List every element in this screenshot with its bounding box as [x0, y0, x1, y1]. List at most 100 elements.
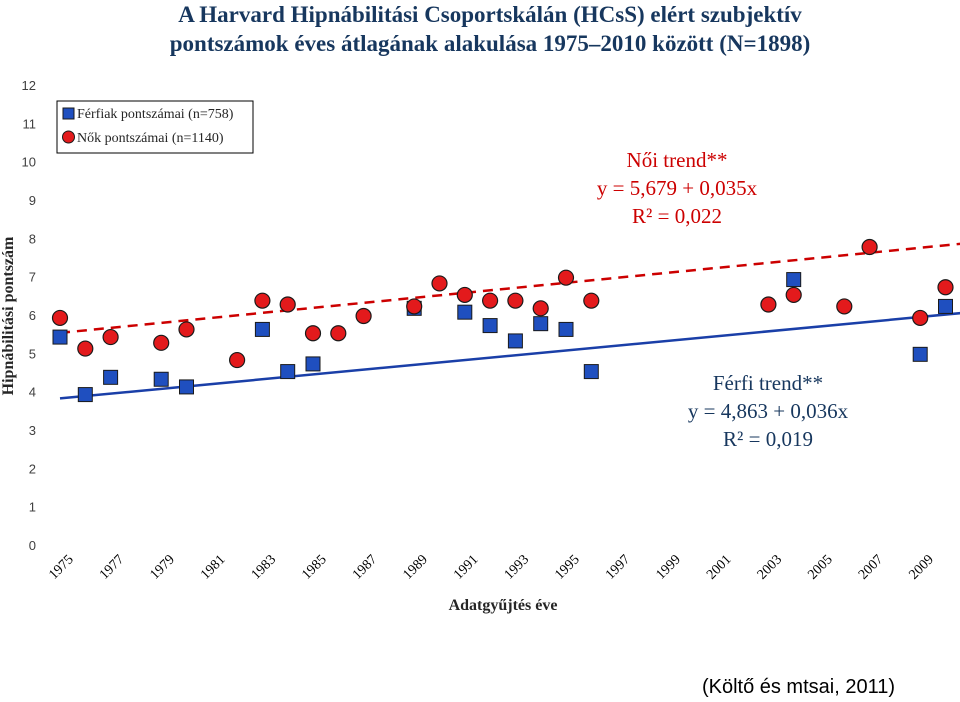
- x-tick-label: 1991: [451, 552, 481, 582]
- male-data-point: [507, 333, 523, 349]
- male-data-point: [938, 298, 953, 314]
- female-data-point: [77, 340, 94, 357]
- female-data-point: [937, 279, 954, 296]
- y-tick-label: 9: [29, 193, 36, 208]
- male-data-point: [457, 304, 473, 320]
- female-trend-equation: y = 5,679 + 0,035x: [597, 176, 758, 200]
- y-tick-label: 2: [29, 461, 36, 476]
- male-trend-annotation-box: [670, 369, 870, 453]
- legend-label-men: Férfiak pontszámai (n=758): [77, 107, 234, 122]
- female-data-point: [51, 309, 69, 327]
- x-tick-label: 1975: [46, 552, 76, 582]
- x-tick-label: 1977: [97, 552, 127, 582]
- female-data-point: [355, 307, 372, 325]
- female-data-point: [836, 298, 853, 315]
- male-data-point: [103, 369, 119, 385]
- x-tick-label: 1993: [502, 552, 532, 582]
- y-axis-label: Hipnábilitási pontszám: [0, 236, 17, 395]
- female-data-point: [482, 292, 499, 309]
- male-data-point: [77, 387, 93, 403]
- x-axis-label: Adatgyűjtés éve: [449, 597, 558, 614]
- female-data-point: [178, 321, 195, 338]
- female-data-point: [760, 296, 777, 313]
- female-data-point: [304, 325, 322, 342]
- y-tick-label: 7: [29, 270, 36, 285]
- y-tick-label: 0: [29, 538, 36, 553]
- x-tick-label: 2003: [755, 552, 785, 582]
- y-tick-label: 3: [29, 423, 36, 438]
- male-data-point: [533, 316, 549, 332]
- y-tick-label: 10: [22, 155, 36, 170]
- male-data-point: [153, 371, 169, 387]
- y-tick-label: 8: [29, 231, 36, 246]
- female-trendline: [59, 242, 960, 335]
- x-tick-label: 1997: [603, 552, 633, 582]
- male-trend-annotation: Férfi trend** y = 4,863 + 0,036x R² = 0,…: [670, 369, 870, 453]
- x-tick-label: 1983: [249, 552, 279, 582]
- male-trend-r2: R² = 0,019: [723, 427, 813, 451]
- female-data-point: [406, 298, 423, 315]
- female-data-point: [507, 292, 524, 309]
- female-data-point: [431, 275, 448, 292]
- x-tick-label: 1987: [350, 552, 380, 582]
- y-tick-label: 12: [22, 78, 36, 93]
- trendlines: [59, 242, 960, 400]
- legend-circle-marker-icon: [62, 130, 75, 144]
- female-data-point: [456, 286, 473, 304]
- male-data-point: [52, 329, 68, 345]
- female-trend-title: Női trend**: [627, 148, 728, 172]
- female-data-point: [102, 328, 119, 346]
- female-trend-annotation-box: [578, 146, 778, 230]
- x-tick-label: 1979: [148, 552, 178, 582]
- female-data-point: [229, 351, 246, 369]
- female-trend-annotation: Női trend** y = 5,679 + 0,035x R² = 0,02…: [578, 146, 778, 230]
- male-data-point: [305, 356, 321, 372]
- female-data-point: [912, 309, 929, 327]
- y-tick-label: 11: [23, 116, 37, 131]
- female-data-point: [785, 286, 802, 304]
- x-axis-ticks: 1975 1977 1979 1981 1983 1985 1987 1989 1991 1993…: [46, 552, 937, 582]
- female-data-point: [254, 292, 271, 309]
- legend-square-marker-icon: [62, 107, 75, 120]
- x-tick-label: 1989: [401, 552, 431, 582]
- male-data-point: [482, 318, 498, 334]
- x-tick-label: 1985: [299, 552, 329, 582]
- male-trend-equation: y = 4,863 + 0,036x: [688, 399, 849, 423]
- male-data-point: [583, 364, 599, 380]
- y-tick-label: 6: [29, 308, 36, 323]
- male-data-point: [912, 346, 928, 362]
- x-tick-label: 2009: [907, 552, 937, 582]
- female-trend-r2: R² = 0,022: [632, 204, 722, 228]
- male-data-point: [254, 321, 270, 337]
- female-data-point: [330, 325, 347, 342]
- source-citation: (Költő és mtsai, 2011): [702, 676, 895, 698]
- male-trendline: [59, 311, 960, 400]
- y-tick-label: 1: [29, 500, 36, 515]
- y-tick-label: 4: [29, 385, 36, 400]
- male-trend-title: Férfi trend**: [713, 371, 823, 395]
- legend: Férfiak pontszámai (n=758) Nők pontszáma…: [56, 100, 254, 154]
- female-data-point: [861, 238, 878, 256]
- female-data-point: [557, 269, 575, 286]
- female-data-point: [583, 292, 600, 309]
- female-data-point: [279, 296, 296, 313]
- chart-title-line-2: pontszámok éves átlagának alakulása 1975…: [170, 31, 811, 56]
- female-data-point: [532, 300, 549, 317]
- x-tick-label: 2007: [856, 552, 886, 582]
- chart-title-line-1: A Harvard Hipnábilitási Csoportskálán (H…: [178, 2, 802, 27]
- x-tick-label: 1981: [198, 552, 228, 582]
- x-tick-label: 2005: [805, 552, 835, 582]
- x-tick-label: 2001: [704, 552, 734, 582]
- male-data-point: [558, 321, 574, 337]
- y-tick-label: 5: [29, 346, 36, 361]
- male-data-point: [179, 379, 194, 395]
- male-data-point: [786, 272, 802, 288]
- legend-label-women: Nők pontszámai (n=1140): [77, 131, 224, 146]
- x-tick-label: 1999: [654, 552, 684, 582]
- x-tick-label: 1995: [552, 552, 582, 582]
- data-points: [51, 238, 954, 403]
- male-data-point: [280, 364, 296, 380]
- legend-box: [56, 100, 254, 154]
